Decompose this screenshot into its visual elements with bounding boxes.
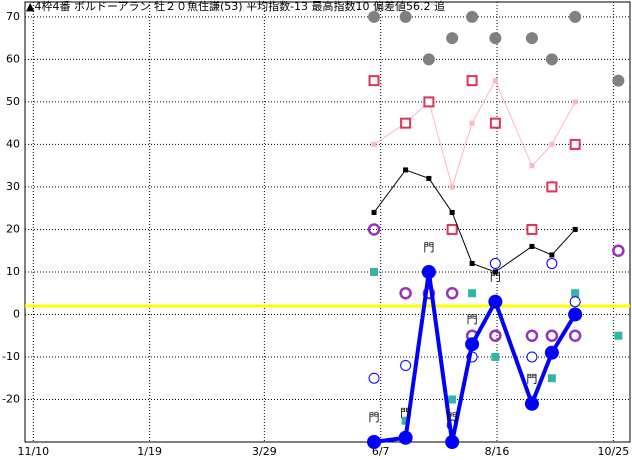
marker [469,120,475,126]
marker [446,223,458,235]
marker [445,286,459,300]
point-label: 門 [490,271,501,284]
point-label: 門 [423,241,434,254]
y-tick-label: 50 [6,95,20,108]
point-label: 門 [467,313,478,326]
marker [492,78,498,84]
marker [488,294,503,309]
marker [524,396,539,411]
marker [367,435,382,449]
y-tick-label: 70 [6,10,20,23]
marker [403,167,409,173]
marker [468,289,477,298]
marker [367,223,381,236]
marker [445,435,460,449]
marker [400,117,412,129]
marker [571,289,580,298]
marker [569,138,581,150]
marker [466,10,479,23]
marker [398,430,413,445]
point-label: 門 [526,373,537,386]
marker [525,32,538,45]
marker [569,296,581,308]
marker [612,244,625,257]
marker [399,10,412,23]
marker [368,10,381,23]
x-tick-label: 10/25 [598,445,630,458]
marker [525,329,539,342]
y-tick-label: 60 [6,52,20,65]
marker [545,53,558,66]
marker [368,372,380,384]
marker [569,10,582,23]
marker [529,163,535,169]
marker [423,96,435,108]
y-tick-label: 40 [6,137,20,150]
y-tick-label: -10 [2,350,20,363]
marker [526,351,538,363]
marker [368,75,380,87]
marker [465,337,480,352]
marker [466,75,478,87]
marker [529,243,535,249]
x-tick-label: 8/16 [485,445,510,458]
marker [491,352,500,361]
marker [449,184,455,190]
marker [549,252,555,258]
marker [448,395,457,404]
chart-title: ▲4枠4番 ボルドーアラン 牡２０魚住謙(53) 平均指数-13 最高指数10 … [26,0,445,13]
marker [545,329,559,342]
point-label: 門 [447,411,458,424]
marker [401,416,410,425]
marker [421,264,436,279]
marker [546,181,558,193]
marker [489,32,502,45]
marker [614,331,623,340]
marker [612,74,625,87]
marker [446,32,459,45]
marker [489,329,502,342]
point-label: 門 [400,407,411,420]
y-tick-label: 10 [6,265,20,278]
marker [469,260,475,266]
marker [371,209,377,215]
marker [399,286,412,300]
marker [449,209,455,215]
marker [568,329,582,342]
marker [371,141,377,147]
marker [526,223,538,235]
marker [370,267,379,276]
marker [426,175,432,181]
marker [547,374,556,383]
marker [544,345,559,360]
y-tick-label: 20 [6,222,20,235]
y-tick-label: 0 [13,307,20,320]
x-tick-label: 3/29 [252,445,277,458]
marker [572,226,578,232]
marker [549,141,555,147]
marker [400,359,412,371]
plot-area [24,1,631,443]
marker [568,307,583,322]
y-tick-label: 30 [6,180,20,193]
marker [489,117,501,129]
marker [546,257,558,269]
marker [492,269,498,275]
marker [422,53,435,66]
x-tick-label: 1/19 [137,445,162,458]
marker [572,99,578,105]
marker [489,257,501,269]
y-tick-label: -20 [2,392,20,405]
x-tick-label: 11/10 [17,445,49,458]
point-label: 門 [369,411,380,424]
